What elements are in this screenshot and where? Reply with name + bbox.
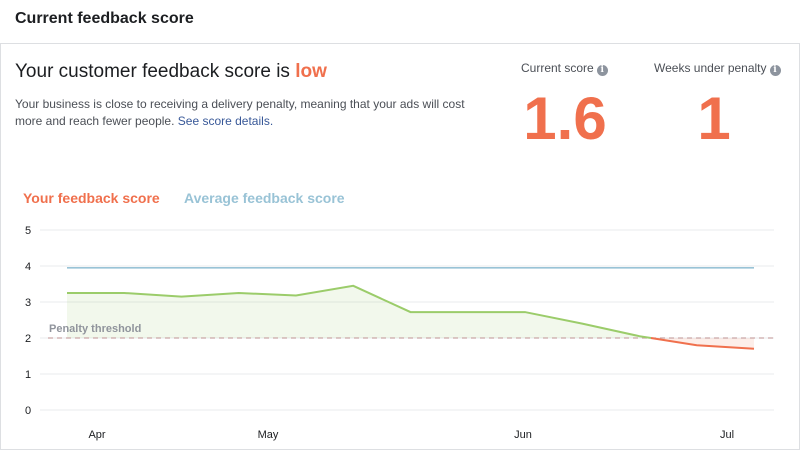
weeks-under-penalty-label: Weeks under penalty i xyxy=(654,61,781,76)
score-description: Your business is close to receiving a de… xyxy=(15,96,485,130)
weeks-label-text: Weeks under penalty xyxy=(654,61,767,75)
legend-your-score[interactable]: Your feedback score xyxy=(23,190,160,206)
score-headline: Your customer feedback score is low xyxy=(15,61,327,83)
info-icon[interactable]: i xyxy=(769,65,781,76)
current-score-label: Current score i xyxy=(521,61,608,76)
y-tick-label: 3 xyxy=(25,297,31,309)
your-score-line-below-threshold xyxy=(650,337,755,350)
y-axis-ticks: 0 1 2 3 4 5 xyxy=(25,225,31,417)
y-tick-label: 0 xyxy=(25,405,31,417)
chart-grid xyxy=(40,229,774,411)
y-tick-label: 1 xyxy=(25,369,31,381)
y-tick-label: 2 xyxy=(25,333,31,345)
weeks-under-penalty-value: 1 xyxy=(697,85,731,152)
x-axis-ticks: Apr May Jun Jul xyxy=(88,429,734,441)
score-area-below-threshold xyxy=(650,338,754,349)
current-score-label-text: Current score xyxy=(521,61,594,75)
x-tick-label: Jun xyxy=(514,429,532,441)
description-text: Your business is close to receiving a de… xyxy=(15,97,465,128)
card-title: Current feedback score xyxy=(15,10,194,27)
chart-marks: Penalty threshold xyxy=(48,267,774,350)
y-tick-label: 5 xyxy=(25,225,31,237)
score-details-link[interactable]: See score details. xyxy=(177,114,274,128)
info-icon[interactable]: i xyxy=(596,65,608,76)
headline-prefix: Your customer feedback score is xyxy=(15,61,296,82)
x-tick-label: May xyxy=(258,429,279,441)
current-score-value: 1.6 xyxy=(523,85,607,152)
penalty-threshold-label: Penalty threshold xyxy=(49,323,141,335)
x-tick-label: Apr xyxy=(88,429,105,441)
legend-average-score[interactable]: Average feedback score xyxy=(184,190,345,206)
card-header: Current feedback score xyxy=(0,0,800,44)
score-status: low xyxy=(295,61,327,82)
score-area-above-threshold xyxy=(67,285,651,338)
your-score-line-above-threshold xyxy=(67,284,652,339)
x-tick-label: Jul xyxy=(720,429,734,441)
y-tick-label: 4 xyxy=(25,261,31,273)
